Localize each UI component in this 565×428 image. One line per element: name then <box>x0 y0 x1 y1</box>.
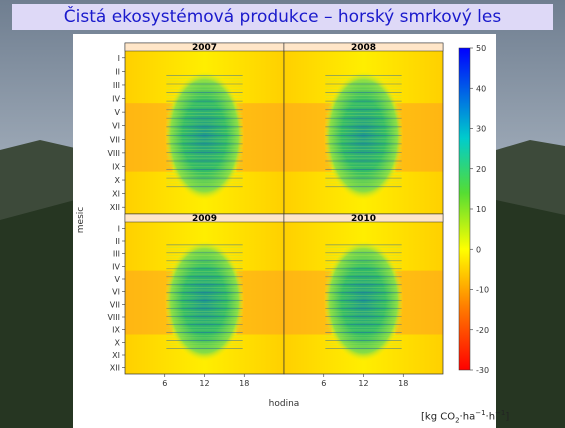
colorbar-tick--20: -20 <box>476 326 489 335</box>
y-tick-1-VI: VI <box>112 288 120 297</box>
chart-area: 2007 2008 2009 2010 I II III IV V VI VII VIII IX X XI… <box>73 34 509 428</box>
units-label: [kg CO2·ha−1·h−1] <box>421 409 510 425</box>
y-axis-label: mesic <box>76 207 86 233</box>
colorbar-tick-0: 0 <box>476 245 481 254</box>
colorbar <box>458 47 471 371</box>
y-tick-0-XI: XI <box>112 190 120 199</box>
y-tick-1-I: I <box>118 224 120 233</box>
panel-label-2010: 2010 <box>351 214 376 224</box>
y-tick-1-V: V <box>115 275 121 284</box>
colorbar-tick-10: 10 <box>476 205 486 214</box>
y-tick-1-XI: XI <box>112 351 120 360</box>
colorbar-tick-20: 20 <box>476 165 486 174</box>
x-tick-0-18: 18 <box>239 379 249 388</box>
y-tick-1-VIII: VIII <box>107 313 120 322</box>
y-tick-0-XII: XII <box>110 203 120 212</box>
panel-label-2007: 2007 <box>192 43 217 53</box>
x-axis-label: hodina <box>269 399 300 409</box>
colorbar-tick-50: 50 <box>476 44 486 53</box>
y-tick-1-IX: IX <box>112 326 120 335</box>
y-tick-0-VIII: VIII <box>107 149 120 158</box>
panel-2010: 2010 <box>283 213 444 375</box>
y-tick-1-IV: IV <box>112 262 120 271</box>
panel-label-2009: 2009 <box>192 214 217 224</box>
y-tick-0-I: I <box>118 54 120 63</box>
y-tick-0-VII: VII <box>110 135 120 144</box>
panel-label-2008: 2008 <box>351 43 376 53</box>
colorbar-tick-30: 30 <box>476 125 486 134</box>
y-tick-0-IV: IV <box>112 95 120 104</box>
y-tick-1-III: III <box>113 250 120 259</box>
y-tick-0-II: II <box>115 67 120 76</box>
y-tick-1-XII: XII <box>110 364 120 373</box>
panel-2009: 2009 <box>124 213 285 375</box>
y-tick-1-II: II <box>115 237 120 246</box>
x-tick-0-12: 12 <box>199 379 209 388</box>
x-tick-1-18: 18 <box>398 379 408 388</box>
y-tick-1-X: X <box>115 338 121 347</box>
colorbar-tick--30: -30 <box>476 366 489 375</box>
y-tick-0-III: III <box>113 81 120 90</box>
colorbar-tick--10: -10 <box>476 286 489 295</box>
panel-2007: 2007 <box>124 42 285 215</box>
x-tick-1-12: 12 <box>358 379 368 388</box>
x-tick-1-6: 6 <box>321 379 326 388</box>
y-tick-0-VI: VI <box>112 122 120 131</box>
y-tick-1-VII: VII <box>110 300 120 309</box>
colorbar-tick-40: 40 <box>476 84 486 93</box>
y-tick-0-X: X <box>115 176 121 185</box>
panel-2008: 2008 <box>283 42 444 215</box>
y-tick-0-IX: IX <box>112 162 120 171</box>
slide-title: Čistá ekosystémová produkce – horský smr… <box>12 4 553 30</box>
x-tick-0-6: 6 <box>162 379 167 388</box>
y-tick-0-V: V <box>115 108 121 117</box>
